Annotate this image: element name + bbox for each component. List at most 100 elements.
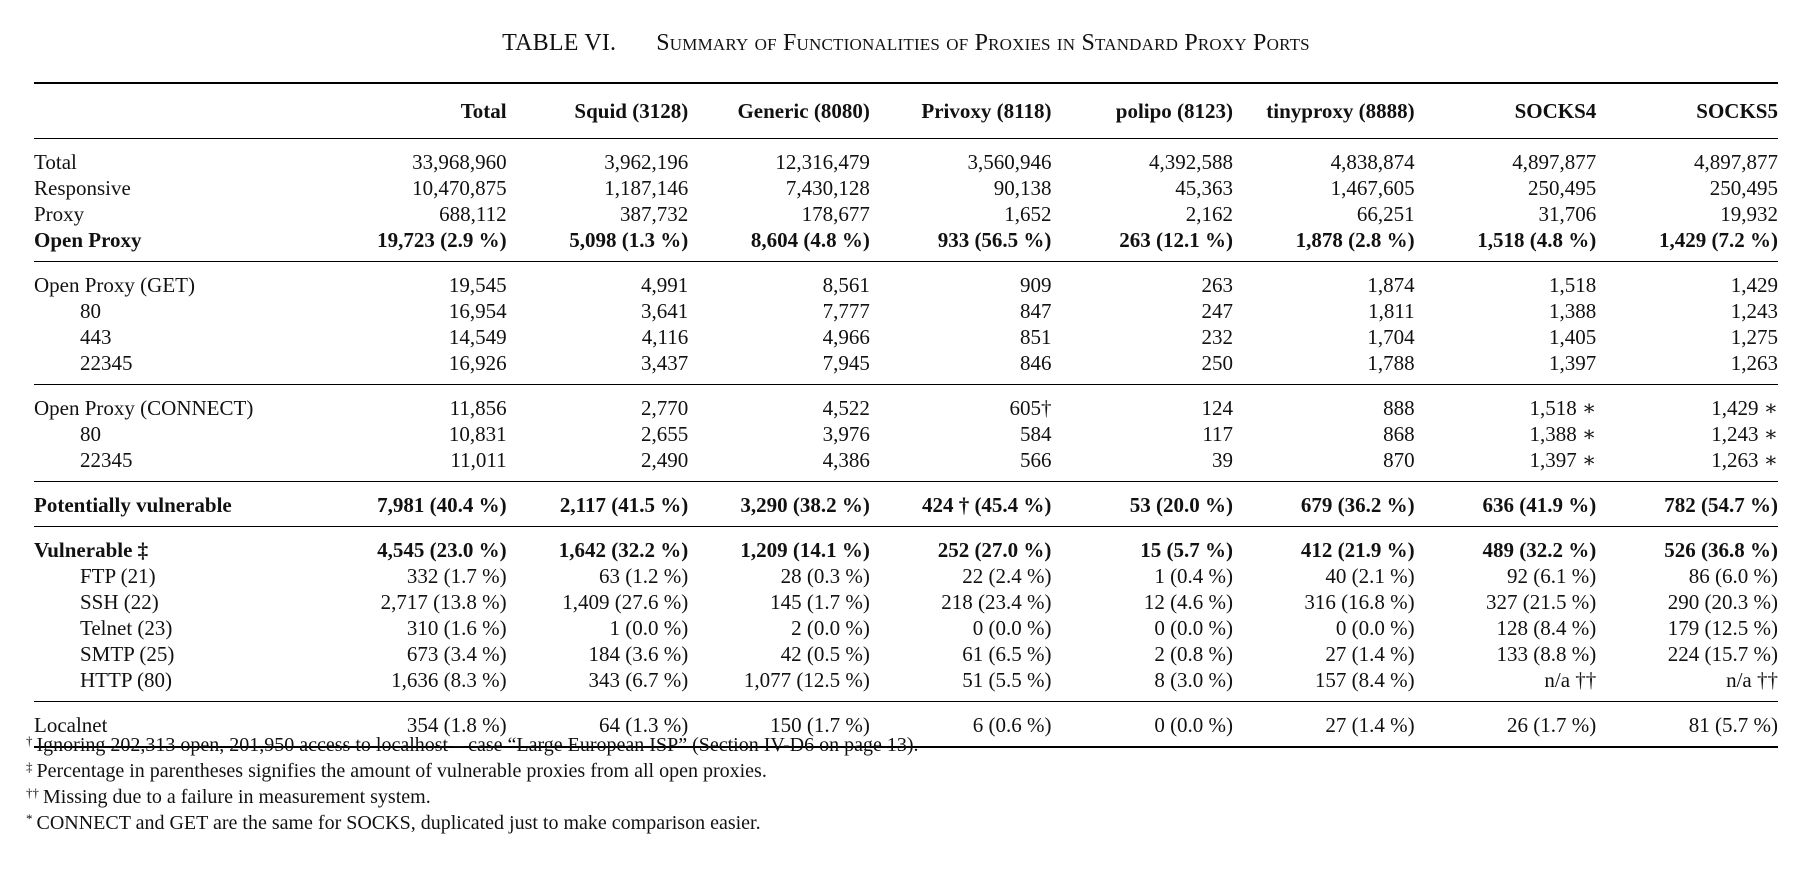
table-cell: 310 (1.6 %) [406,616,507,640]
table-cell: 19,723 (2.9 %) [377,228,507,252]
table-row: 22345 16,926 3,437 7,945 846 250 1,788 1,397 1,2… [34,350,1778,385]
table-section: Vulnerable ‡ 4,545 (23.0 %) 1,642 (32.2 %)… [34,527,1778,702]
table-cell: n/a †† [1726,668,1778,692]
footnote-text: CONNECT and GET are the same for SOCKS, … [36,812,761,834]
table-cell: 343 (6.7 %) [588,668,689,692]
table-row: Total 33,968,960 3,962,196 12,316,479 3,560,… [34,139,1778,176]
table-cell: 40 (2.1 %) [1325,564,1415,588]
table-cell: 4,897,877 [1694,150,1778,174]
table-cell: 688,112 [439,202,507,226]
table-cell: 263 (12.1 %) [1119,228,1234,252]
row-label: FTP (21) [80,564,156,588]
table-cell: 145 (1.7 %) [770,590,870,614]
table-cell: 526 (36.8 %) [1664,538,1778,562]
table-cell: 157 (8.4 %) [1314,668,1415,692]
row-label: Open Proxy (GET) [34,273,195,297]
footnote-text: Missing due to a failure in measurement … [43,786,431,808]
table-cell: 12 (4.6 %) [1143,590,1234,614]
table-cell: 1,077 (12.5 %) [743,668,870,692]
table-cell: 3,290 (38.2 %) [740,493,870,517]
table-cell: 28 (0.3 %) [780,564,870,588]
table-cell: 11,011 [450,448,507,472]
table-cell: 4,545 (23.0 %) [377,538,507,562]
column-header: SOCKS5 [1696,99,1778,123]
table-cell: 846 [1019,351,1052,375]
table-number: TABLE VI. [502,30,617,56]
table-section: Potentially vulnerable 7,981 (40.4 %) 2,11… [34,482,1778,527]
table-cell: 1,397 ∗ [1529,448,1597,472]
table-cell: 61 (6.5 %) [962,642,1052,666]
table-cell: 1,811 [1368,299,1415,323]
table-cell: 1,518 [1549,273,1597,297]
row-label: Open Proxy [34,228,142,252]
header-row: Total Squid (3128) Generic (8080) Privoxy (… [34,83,1778,139]
table-cell: 42 (0.5 %) [780,642,870,666]
table-cell: 16,926 [448,351,507,375]
column-header: SOCKS4 [1514,99,1597,123]
table-cell: 1,388 [1549,299,1597,323]
table-row: 80 10,831 2,655 3,976 584 117 868 1,388 ∗ 1,243 … [34,421,1778,447]
table-cell: 1,243 [1730,299,1778,323]
table-section: Open Proxy (GET) 19,545 4,991 8,561 909 263 1,… [34,262,1778,385]
table-cell: 584 [1019,422,1052,446]
table-cell: 870 [1383,448,1415,472]
table-cell: 3,962,196 [604,150,689,174]
table-cell: 2,490 [640,448,689,472]
table-cell: 1,429 (7.2 %) [1659,228,1778,252]
table-cell: 124 [1201,396,1234,420]
table-cell: 3,560,946 [967,150,1052,174]
table-cell: 8,604 (4.8 %) [750,228,870,252]
table-cell: 2,770 [640,396,689,420]
footnote-mark: ‡ [26,759,33,774]
table-cell: n/a †† [1544,668,1597,692]
proxy-summary-table: Total Squid (3128) Generic (8080) Privoxy (… [34,82,1778,748]
table-cell: 15 (5.7 %) [1140,538,1234,562]
footnote: †† Missing due to a failure in measuremen… [26,784,919,810]
row-label: 22345 [80,448,133,472]
table-cell: 2,162 [1185,202,1234,226]
table-cell: 10,831 [448,422,507,446]
table-cell: 92 (6.1 %) [1507,564,1597,588]
table-cell: 3,437 [640,351,689,375]
table-cell: 26 (1.7 %) [1507,713,1597,737]
table-cell: 847 [1019,299,1052,323]
table-cell: 1,467,605 [1330,176,1415,200]
table-title: Summary of Functionalities of Proxies in… [656,30,1310,56]
table-row: HTTP (80) 1,636 (8.3 %) 343 (6.7 %) 1,077 (… [34,667,1778,702]
table-cell: 33,968,960 [412,150,507,174]
table-row: FTP (21) 332 (1.7 %) 63 (1.2 %) 28 (0.3 %) 2… [34,563,1778,589]
table-cell: 178,677 [801,202,870,226]
table-row: 80 16,954 3,641 7,777 847 247 1,811 1,388 1,243 [34,298,1778,324]
table-cell: 566 [1019,448,1052,472]
table-cell: 10,470,875 [412,176,507,200]
table-cell: 179 (12.5 %) [1667,616,1778,640]
footnote: * CONNECT and GET are the same for SOCKS,… [26,810,919,836]
table-row: Open Proxy 19,723 (2.9 %) 5,098 (1.3 %) 8,6… [34,227,1778,262]
table-cell: 1,209 (14.1 %) [740,538,870,562]
table-cell: 1,243 ∗ [1711,422,1778,446]
table-cell: 0 (0.0 %) [1335,616,1415,640]
table-row: Open Proxy (CONNECT) 11,856 2,770 4,522 605†… [34,385,1778,422]
row-label: Potentially vulnerable [34,493,232,517]
table-cell: 11,856 [449,396,507,420]
table-cell: 4,991 [640,273,689,297]
table-cell: 3,641 [640,299,689,323]
table-cell: 327 (21.5 %) [1486,590,1597,614]
table-row: 443 14,549 4,116 4,966 851 232 1,704 1,405 1,275 [34,324,1778,350]
table-cell: 250,495 [1709,176,1778,200]
footnote-mark: * [26,811,33,826]
table-cell: 1,263 [1730,351,1778,375]
table-cell: 1,397 [1549,351,1597,375]
table-cell: 133 (8.8 %) [1496,642,1597,666]
table-cell: 782 (54.7 %) [1664,493,1778,517]
table-cell: 1,704 [1367,325,1415,349]
footnote-text: Ignoring 202,313 open, 201,950 access to… [36,734,919,756]
table-cell: 247 [1201,299,1234,323]
row-label: HTTP (80) [80,668,172,692]
column-header: Privoxy (8118) [921,99,1052,123]
table-cell: 7,981 (40.4 %) [377,493,507,517]
table-cell: 412 (21.9 %) [1300,538,1415,562]
table-cell: 673 (3.4 %) [406,642,507,666]
table-cell: 27 (1.4 %) [1325,713,1415,737]
table-cell: 63 (1.2 %) [598,564,689,588]
